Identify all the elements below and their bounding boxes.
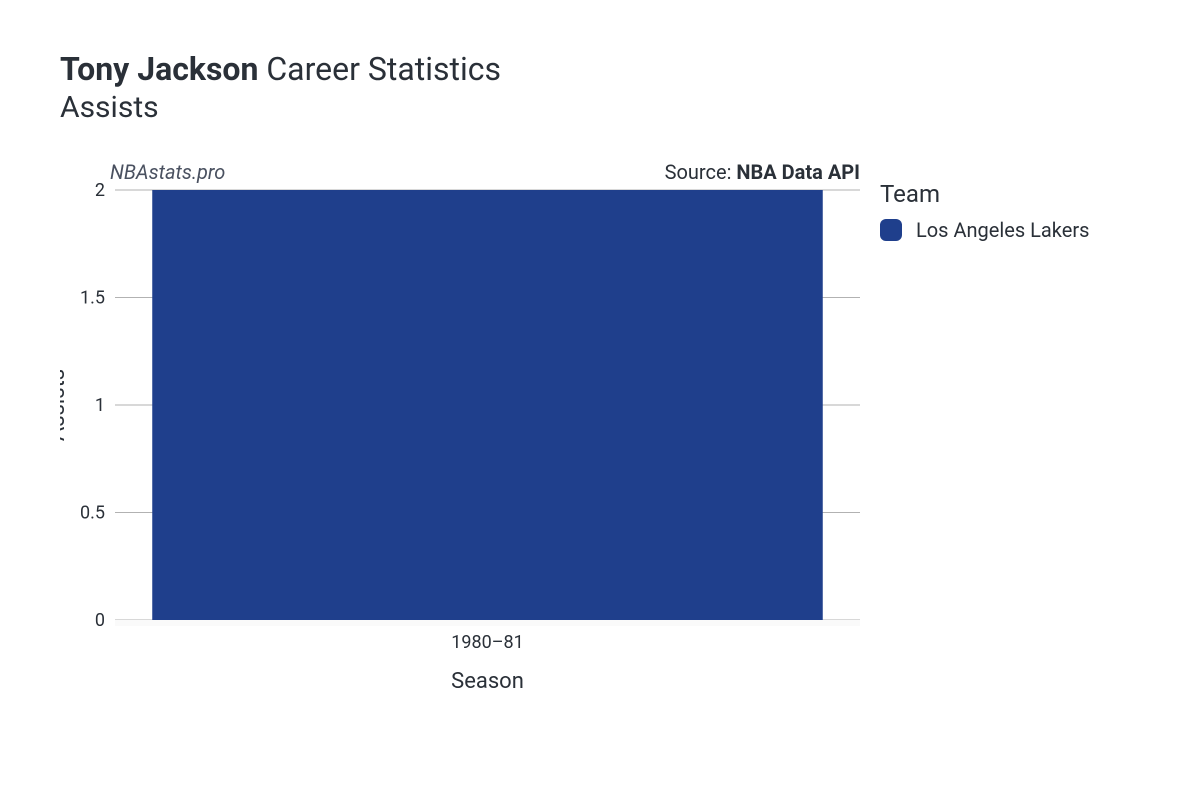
title-block: Tony Jackson Career Statistics Assists bbox=[60, 50, 1170, 125]
y-tick-label: 2 bbox=[95, 180, 105, 201]
chart-area: 0 0.5 1 1.5 2 1980–81 Assists Season bbox=[60, 155, 880, 715]
page-container: Tony Jackson Career Statistics Assists N… bbox=[0, 0, 1200, 800]
y-tick-label: 0.5 bbox=[80, 503, 105, 524]
legend-label: Los Angeles Lakers bbox=[916, 218, 1089, 242]
y-tick-label: 1 bbox=[95, 395, 105, 416]
legend: Team Los Angeles Lakers bbox=[880, 180, 1180, 242]
chart-title: Tony Jackson Career Statistics bbox=[60, 50, 1170, 88]
plot-baseline-shade bbox=[115, 620, 860, 626]
player-name: Tony Jackson bbox=[60, 50, 258, 88]
chart-subtitle: Assists bbox=[60, 90, 1170, 125]
y-axis-label: Assists bbox=[60, 369, 70, 441]
legend-swatch bbox=[880, 219, 902, 241]
bar-chart: 0 0.5 1 1.5 2 1980–81 Assists Season bbox=[60, 155, 880, 715]
legend-item: Los Angeles Lakers bbox=[880, 218, 1180, 242]
y-tick-label: 1.5 bbox=[80, 288, 105, 309]
legend-items: Los Angeles Lakers bbox=[880, 218, 1180, 242]
bar bbox=[152, 190, 823, 620]
y-tick-label: 0 bbox=[95, 610, 105, 631]
legend-title: Team bbox=[880, 180, 1180, 208]
x-axis-label: Season bbox=[451, 669, 524, 694]
title-rest: Career Statistics bbox=[266, 50, 501, 88]
x-tick-label: 1980–81 bbox=[451, 632, 524, 653]
